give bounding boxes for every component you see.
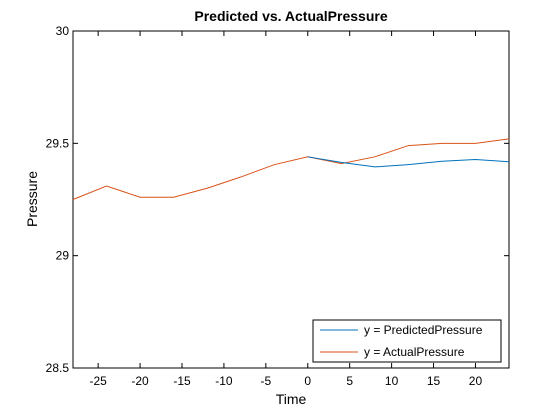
x-tick-label: 0 [304,374,311,388]
y-tick-label: 30 [56,24,70,38]
plot-area [72,30,510,369]
series-line-actual [72,138,510,200]
series-lines [72,138,510,200]
x-axis-label: Time [276,391,307,407]
x-tick-label: 5 [346,374,353,388]
chart-title: Predicted vs. ActualPressure [194,8,387,24]
legend: y = PredictedPressure y = ActualPressure [312,319,502,363]
x-tick-label: -10 [215,374,233,388]
legend-label-actual: y = ActualPressure [364,345,465,359]
x-tick-label: 20 [469,374,483,388]
x-tick-label: 10 [385,374,399,388]
x-tick-label: -20 [131,374,149,388]
y-axis-label: Pressure [24,171,40,227]
x-tick-label: -15 [173,374,191,388]
x-tick-label: 15 [427,374,441,388]
axis-tick-labels: -25 -20 -15 -10 -5 0 5 10 15 20 28.5 29 29.5 30 [46,24,483,388]
legend-label-predicted: y = PredictedPressure [364,323,483,337]
axis-ticks [73,30,509,369]
y-tick-label: 29.5 [46,136,70,150]
series-line-predicted [307,156,510,168]
x-tick-label: -25 [89,374,107,388]
legend-box [312,319,502,363]
y-tick-label: 29 [56,249,70,263]
y-tick-label: 28.5 [46,361,70,375]
x-tick-label: -5 [261,374,272,388]
